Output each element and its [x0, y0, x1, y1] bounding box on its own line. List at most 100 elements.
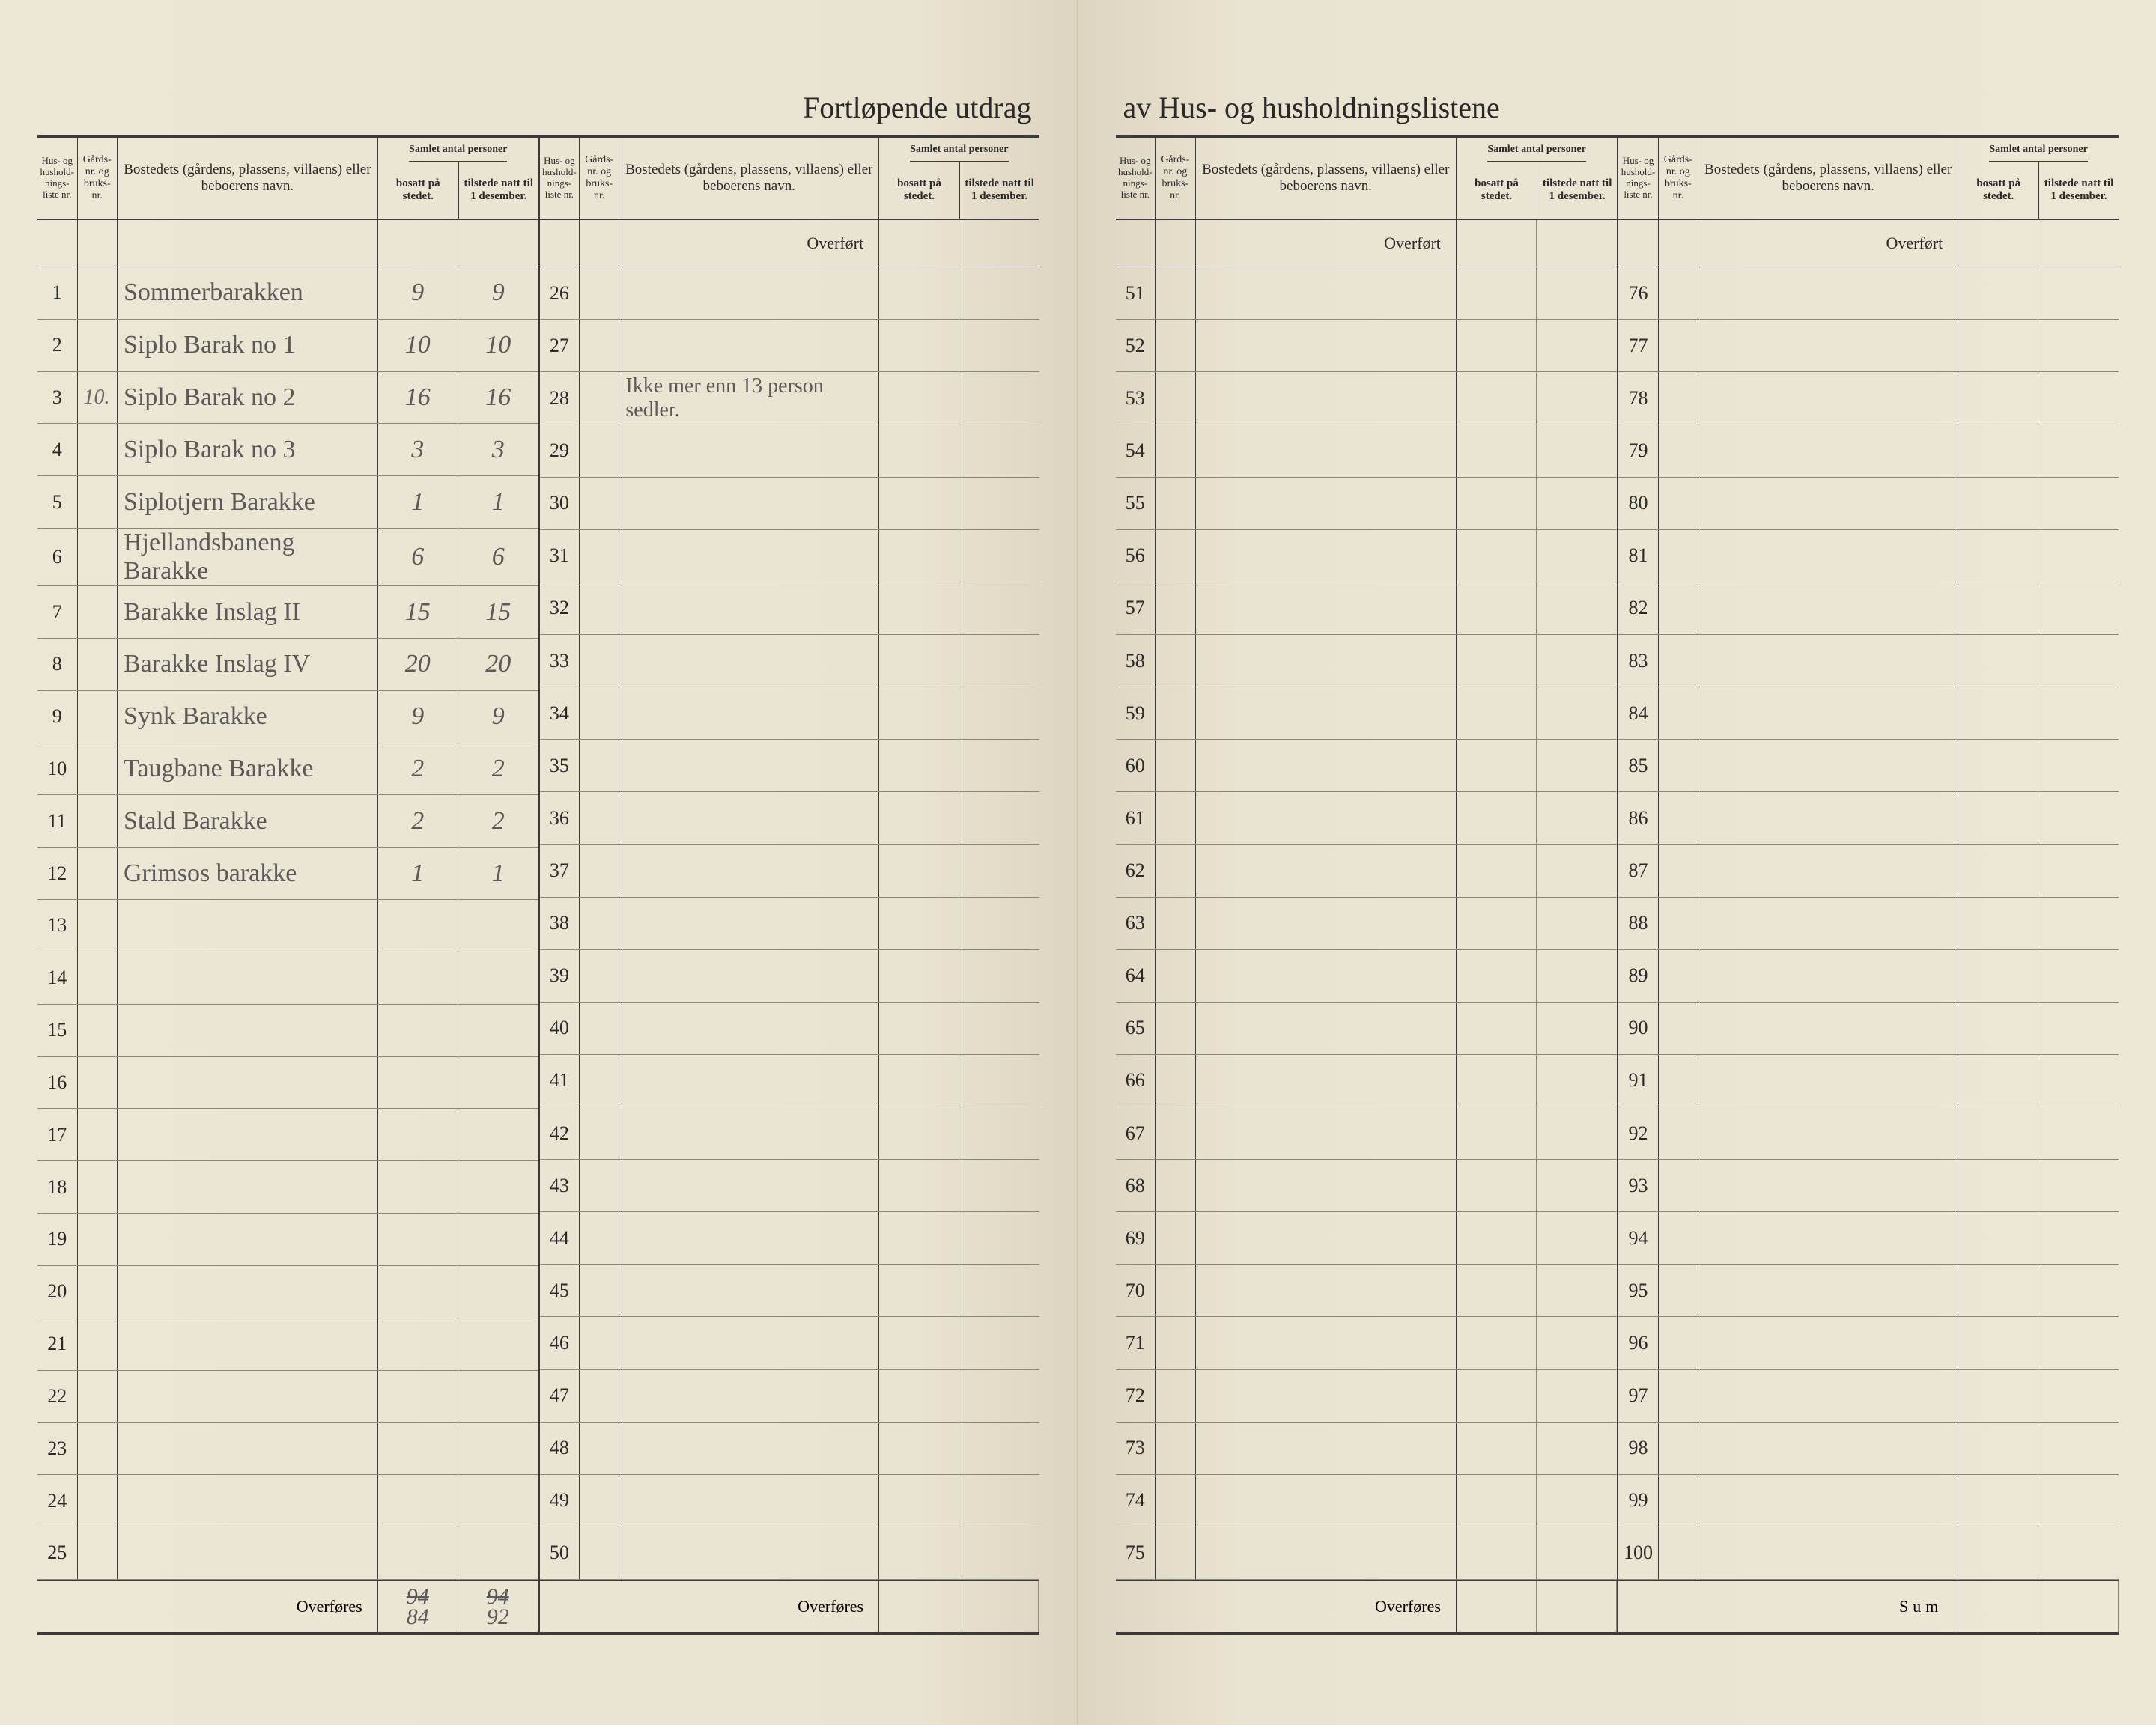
- table-row: 28Ikke mer enn 13 person sedler.: [540, 372, 1039, 425]
- bosatt-cell: [1958, 267, 2038, 319]
- gards-cell: [1659, 1423, 1698, 1474]
- row-number: 34: [540, 687, 580, 739]
- table-row: 35: [540, 740, 1039, 792]
- tilstede-cell: [1537, 1370, 1617, 1422]
- bosatt-cell: [879, 1055, 959, 1107]
- tilstede-cell: [2038, 582, 2119, 634]
- bosatt-cell: [1958, 1107, 2038, 1159]
- bosatt-cell: [879, 530, 959, 582]
- th-liste: Hus- og hushold-nings-liste nr.: [37, 138, 78, 219]
- bosted-cell: [1196, 950, 1457, 1002]
- bosatt-cell: [1958, 635, 2038, 687]
- tilstede-cell: 6: [458, 529, 538, 585]
- table-row: 24: [37, 1475, 538, 1527]
- bosatt-cell: 9: [378, 267, 458, 319]
- sum-label: Sum: [1618, 1581, 1958, 1632]
- gards-cell: [78, 1057, 118, 1109]
- bosatt-cell: [1457, 1265, 1537, 1316]
- tilstede-cell: [2038, 845, 2119, 896]
- row-number: 64: [1116, 950, 1156, 1002]
- row-number: 11: [37, 795, 78, 847]
- row-number: 80: [1618, 478, 1658, 529]
- gards-cell: [580, 1423, 619, 1474]
- bosatt-cell: [1958, 478, 2038, 529]
- row-number: 65: [1116, 1003, 1156, 1054]
- row-number: 6: [37, 529, 78, 585]
- bosted-cell: [1698, 530, 1958, 582]
- bosted-cell: [619, 845, 879, 896]
- gards-cell: [580, 740, 619, 791]
- bosted-cell: [1698, 1160, 1958, 1211]
- gards-cell: [78, 424, 118, 475]
- bosatt-cell: [378, 1527, 458, 1579]
- th-gards: Gårds-nr. og bruks-nr.: [580, 138, 619, 219]
- table-row: 18: [37, 1161, 538, 1214]
- th-tilstede: tilstede natt til 1 desember.: [1537, 162, 1617, 219]
- bosatt-cell: [879, 478, 959, 529]
- table-row: 38: [540, 898, 1039, 950]
- bosatt-cell: [378, 1214, 458, 1265]
- bosatt-cell: [1958, 740, 2038, 791]
- table-row: 76: [1618, 267, 2119, 320]
- row-number: 22: [37, 1371, 78, 1423]
- row-number: 40: [540, 1003, 580, 1054]
- bosted-cell: [1196, 582, 1457, 634]
- bosatt-cell: [1457, 898, 1537, 949]
- bosted-cell: [619, 1055, 879, 1107]
- bosted-cell: [1196, 1107, 1457, 1159]
- bosted-cell: [1698, 1317, 1958, 1369]
- row-number: 71: [1116, 1317, 1156, 1369]
- bosted-cell: [1698, 1265, 1958, 1316]
- table-row: 51: [1116, 267, 1618, 320]
- bosatt-cell: [879, 740, 959, 791]
- th-gards: Gårds-nr. og bruks-nr.: [1659, 138, 1698, 219]
- table-row: 74: [1116, 1475, 1618, 1527]
- bosatt-cell: 3: [378, 424, 458, 475]
- row-number: 98: [1618, 1423, 1658, 1474]
- gards-cell: [580, 845, 619, 896]
- bosted-cell: [118, 1266, 378, 1318]
- tilstede-cell: [1537, 740, 1617, 791]
- bosatt-cell: [879, 1212, 959, 1264]
- tilstede-cell: [1537, 478, 1617, 529]
- table-row: 100: [1618, 1527, 2119, 1580]
- tilstede-cell: [1537, 635, 1617, 687]
- bosatt-cell: [1958, 1212, 2038, 1264]
- row-number: 26: [540, 267, 580, 319]
- tilstede-cell: [959, 1003, 1039, 1054]
- table-row: 31: [540, 530, 1039, 582]
- bosted-cell: [1698, 1107, 1958, 1159]
- table-row: 77: [1618, 320, 2119, 372]
- bosatt-cell: [1958, 898, 2038, 949]
- gards-cell: [1659, 898, 1698, 949]
- row-number: 73: [1116, 1423, 1156, 1474]
- row-number: 27: [540, 320, 580, 371]
- row-number: 68: [1116, 1160, 1156, 1211]
- bosatt-cell: [1457, 582, 1537, 634]
- row-number: 81: [1618, 530, 1658, 582]
- tilstede-cell: [2038, 1370, 2119, 1422]
- row-number: 88: [1618, 898, 1658, 949]
- row-number: 46: [540, 1317, 580, 1369]
- bosted-cell: Synk Barakke: [118, 691, 378, 743]
- tilstede-cell: [2038, 1317, 2119, 1369]
- tilstede-cell: [1537, 898, 1617, 949]
- tilstede-cell: [959, 478, 1039, 529]
- bosatt-cell: [1457, 478, 1537, 529]
- bosted-cell: [1698, 792, 1958, 844]
- table-row: 32: [540, 582, 1039, 635]
- row-number: 29: [540, 425, 580, 477]
- bosatt-cell: [879, 1475, 959, 1527]
- table-row: 64: [1116, 950, 1618, 1003]
- th-bosted: Bostedets (gårdens, plassens, villaens) …: [619, 138, 879, 219]
- row-number: 58: [1116, 635, 1156, 687]
- bosatt-cell: 15: [378, 586, 458, 638]
- bosted-cell: [1196, 1423, 1457, 1474]
- bosted-cell: [619, 1003, 879, 1054]
- bosted-cell: [118, 1318, 378, 1370]
- row-number: 9: [37, 691, 78, 743]
- gards-cell: [580, 1475, 619, 1527]
- row-number: 100: [1618, 1527, 1658, 1579]
- tilstede-cell: [959, 1527, 1039, 1579]
- bosatt-cell: [378, 952, 458, 1004]
